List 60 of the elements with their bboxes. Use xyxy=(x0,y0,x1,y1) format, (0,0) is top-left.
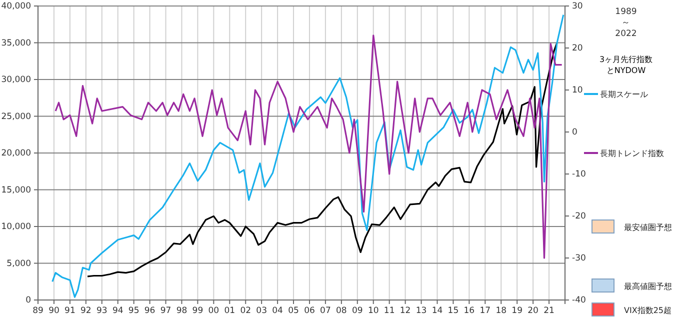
y-tick-label: 15,000 xyxy=(1,185,31,196)
x-tick-label: 97 xyxy=(160,306,172,316)
x-tick-label: 21 xyxy=(544,306,554,316)
x-tick-label: 13 xyxy=(416,306,427,316)
legend-label: 長期トレンド指数 xyxy=(600,149,664,158)
legend-label: VIX指数25超 xyxy=(624,306,672,315)
x-tick-label: 99 xyxy=(192,306,204,316)
legend-label: 長期スケール xyxy=(600,90,648,99)
x-tick-label: 08 xyxy=(336,306,347,316)
y-tick-label: 0 xyxy=(26,296,31,306)
x-tick-label: 91 xyxy=(64,306,76,316)
x-tick-label: 06 xyxy=(304,306,315,316)
line-series xyxy=(54,34,563,259)
x-tick-label: 16 xyxy=(464,306,475,316)
y-tick-label: 25,000 xyxy=(1,112,31,122)
x-tick-label: 92 xyxy=(80,306,92,316)
y-tick-label: 30,000 xyxy=(1,75,31,86)
legend-label: 最高値圏予想 xyxy=(624,282,672,291)
x-tick-label: 10 xyxy=(368,306,379,316)
x-tick-label: 20 xyxy=(528,306,538,316)
y2-tick-label: 10 xyxy=(572,86,583,96)
x-tick-label: 01 xyxy=(224,306,236,316)
x-tick-label: 90 xyxy=(48,306,60,316)
y-tick-label: 5,000 xyxy=(6,258,31,269)
x-tick-label: 96 xyxy=(144,306,156,316)
y2-tick-label: 30 xyxy=(572,2,583,12)
y2-tick-label: -30 xyxy=(572,254,586,264)
x-tick-label: 15 xyxy=(448,306,459,316)
y-tick-label: 20,000 xyxy=(1,148,31,159)
x-tick-label: 11 xyxy=(384,306,395,316)
y2-tick-label: 20 xyxy=(572,44,583,54)
y2-tick-label: -40 xyxy=(572,296,586,306)
x-tick-label: 04 xyxy=(272,306,283,316)
x-tick-label: 19 xyxy=(512,306,523,316)
x-tick-label: 14 xyxy=(432,306,443,316)
y-tick-label: 10,000 xyxy=(1,222,31,232)
x-tick-label: 12 xyxy=(400,306,411,316)
line-series xyxy=(86,42,558,278)
x-tick-label: 98 xyxy=(176,306,188,316)
text: 3ヶ月先行指数とNYDOW xyxy=(599,55,653,75)
x-tick-label: 07 xyxy=(320,306,331,316)
x-tick-label: 09 xyxy=(352,306,363,316)
x-tick-label: 00 xyxy=(208,306,220,316)
y2-tick-label: 0 xyxy=(572,128,578,138)
x-tick-label: 89 xyxy=(32,306,44,316)
x-tick-label: 05 xyxy=(288,306,299,316)
y2-tick-label: -10 xyxy=(572,170,586,180)
x-tick-label: 03 xyxy=(256,306,267,316)
x-tick-label: 94 xyxy=(112,306,124,316)
x-tick-label: 95 xyxy=(128,306,140,316)
y-tick-label: 40,000 xyxy=(1,2,31,12)
x-tick-label: 02 xyxy=(240,306,252,316)
y2-tick-label: -20 xyxy=(572,212,586,222)
x-tick-label: 17 xyxy=(480,306,491,316)
x-tick-label: 18 xyxy=(496,306,507,316)
text: 1989 ～ 2022 xyxy=(615,7,637,39)
y-tick-label: 35,000 xyxy=(1,38,31,48)
x-tick-label: 93 xyxy=(96,306,108,316)
line-series xyxy=(52,14,564,298)
legend-label: 最安値圏予想 xyxy=(624,223,672,232)
